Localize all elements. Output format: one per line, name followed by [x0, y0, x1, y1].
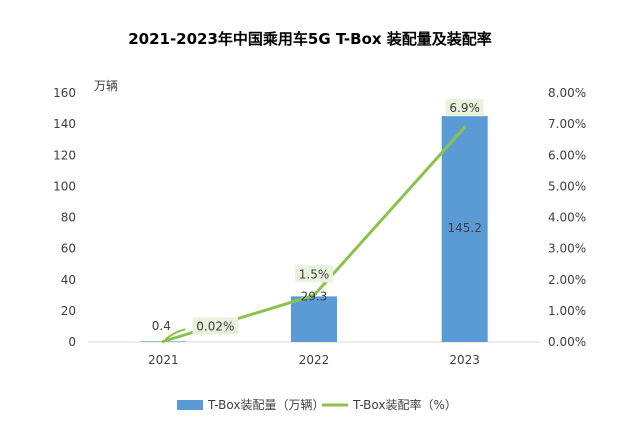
y-left-tick-label: 140: [53, 117, 76, 131]
bar-data-label: 0.4: [152, 319, 171, 333]
y-left-tick-label: 40: [61, 273, 76, 287]
x-tick-label: 2023: [449, 353, 480, 367]
y-left-unit-label: 万辆: [94, 79, 118, 93]
line-point: [463, 125, 467, 129]
y-right-tick-label: 2.00%: [548, 273, 586, 287]
bar-data-label: 29.3: [301, 289, 328, 303]
y-right-tick-label: 7.00%: [548, 117, 586, 131]
y-left-tick-label: 0: [68, 335, 76, 349]
bar: [291, 296, 337, 342]
x-tick-label: 2021: [148, 353, 179, 367]
y-right-tick-label: 4.00%: [548, 211, 586, 225]
bar-data-label: 145.2: [447, 221, 481, 235]
y-left-tick-label: 20: [61, 304, 76, 318]
x-tick-label: 2022: [299, 353, 330, 367]
legend-swatch-bar: [177, 400, 203, 410]
y-left-tick-label: 80: [61, 211, 76, 225]
y-right-tick-label: 8.00%: [548, 86, 586, 100]
line-label-box: [192, 317, 239, 335]
line-data-label: 0.02%: [196, 319, 234, 333]
y-left-tick-label: 60: [61, 242, 76, 256]
line-point: [312, 293, 316, 297]
chart-title: 2021-2023年中国乘用车5G T-Box 装配量及装配率: [128, 30, 492, 48]
bar: [441, 116, 488, 342]
y-right-tick-label: 0.00%: [548, 335, 586, 349]
line-data-label: 6.9%: [449, 101, 480, 115]
legend-label-line: T-Box装配率（%）: [352, 397, 457, 412]
y-left-tick-label: 120: [53, 148, 76, 162]
y-right-tick-label: 6.00%: [548, 148, 586, 162]
line-data-label: 1.5%: [299, 267, 330, 281]
legend-label-bar: T-Box装配量（万辆）: [207, 398, 324, 412]
line-point: [161, 339, 165, 343]
line-label-box: [295, 265, 333, 283]
y-right-tick-label: 1.00%: [548, 304, 586, 318]
y-right-tick-label: 5.00%: [548, 179, 586, 193]
y-right-tick-label: 3.00%: [548, 242, 586, 256]
line-label-box: [445, 99, 484, 117]
line-label-connector: [164, 328, 186, 341]
y-left-tick-label: 100: [53, 179, 76, 193]
y-left-tick-label: 160: [53, 86, 76, 100]
